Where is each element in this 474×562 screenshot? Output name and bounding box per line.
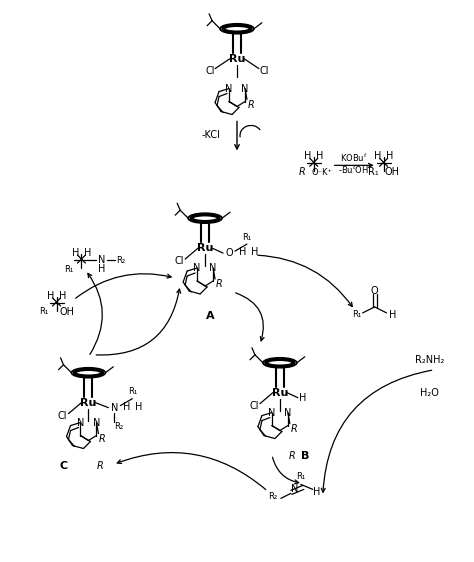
Text: OH: OH: [60, 307, 75, 317]
Text: H: H: [386, 151, 393, 161]
Text: H: H: [389, 310, 396, 320]
Text: R₁: R₁: [352, 310, 361, 319]
Text: Cl: Cl: [174, 256, 184, 266]
Text: H: H: [313, 487, 320, 497]
Text: O⁻K⁺: O⁻K⁺: [311, 168, 332, 177]
Text: H: H: [135, 402, 142, 411]
Text: Ru: Ru: [80, 398, 97, 407]
Text: N: N: [241, 84, 249, 93]
Text: H: H: [374, 151, 381, 161]
Text: Cl: Cl: [249, 401, 259, 411]
Text: B: B: [301, 451, 309, 461]
Text: R: R: [291, 424, 297, 433]
Text: R₁: R₁: [242, 233, 252, 242]
Text: N: N: [291, 484, 299, 495]
Text: R: R: [247, 99, 255, 110]
Text: N: N: [98, 255, 105, 265]
Text: R₁: R₁: [39, 307, 48, 316]
Text: N: N: [284, 407, 292, 418]
Text: H: H: [123, 402, 130, 411]
Text: H: H: [251, 247, 259, 257]
Text: N: N: [268, 407, 275, 418]
FancyArrowPatch shape: [117, 452, 266, 490]
Text: N: N: [225, 84, 233, 93]
FancyArrowPatch shape: [76, 274, 171, 298]
Text: R₂: R₂: [116, 256, 125, 265]
FancyArrowPatch shape: [96, 289, 181, 355]
Text: N: N: [110, 402, 118, 413]
Text: H: H: [59, 291, 66, 301]
FancyArrowPatch shape: [236, 293, 264, 341]
Text: N: N: [93, 418, 100, 428]
Text: N: N: [193, 263, 201, 273]
Text: Ru: Ru: [272, 388, 288, 398]
Text: H₂O: H₂O: [420, 388, 439, 398]
Text: R₁: R₁: [128, 387, 137, 396]
Text: R: R: [99, 433, 106, 443]
Text: H: H: [98, 264, 105, 274]
Text: H: H: [299, 393, 307, 402]
Text: -KCl: -KCl: [201, 130, 220, 140]
Text: N: N: [77, 418, 84, 428]
Text: H: H: [239, 247, 246, 257]
Text: R₂NH₂: R₂NH₂: [415, 355, 444, 365]
Text: A: A: [206, 311, 214, 321]
Text: Ru: Ru: [229, 53, 245, 64]
FancyArrowPatch shape: [88, 273, 102, 355]
Text: H: H: [47, 291, 54, 301]
Text: R: R: [289, 451, 295, 461]
Text: R: R: [216, 279, 222, 289]
Text: R: R: [299, 167, 305, 178]
Text: H: H: [304, 151, 311, 161]
Text: H: H: [316, 151, 323, 161]
Text: -Bu$^t$OH: -Bu$^t$OH: [338, 163, 369, 175]
Text: KOBu$^t$: KOBu$^t$: [340, 151, 367, 164]
Text: N: N: [210, 263, 217, 273]
Text: Cl: Cl: [205, 66, 215, 76]
Text: H: H: [84, 248, 91, 258]
Text: Ru: Ru: [197, 243, 213, 253]
Text: R₁: R₁: [368, 167, 379, 178]
FancyArrowPatch shape: [273, 457, 299, 484]
Text: Cl: Cl: [58, 411, 67, 420]
Text: C: C: [59, 461, 68, 472]
Text: R₂: R₂: [268, 492, 277, 501]
FancyArrowPatch shape: [321, 370, 432, 492]
Text: H: H: [72, 248, 79, 258]
Text: R₁: R₁: [64, 265, 73, 274]
Text: Cl: Cl: [259, 66, 269, 76]
Text: O: O: [225, 248, 233, 258]
Text: R: R: [97, 461, 104, 472]
Text: O: O: [371, 286, 378, 296]
Text: OH: OH: [384, 167, 399, 178]
FancyArrowPatch shape: [258, 255, 352, 306]
Text: R₂: R₂: [114, 422, 123, 431]
Text: R₁: R₁: [296, 472, 305, 481]
